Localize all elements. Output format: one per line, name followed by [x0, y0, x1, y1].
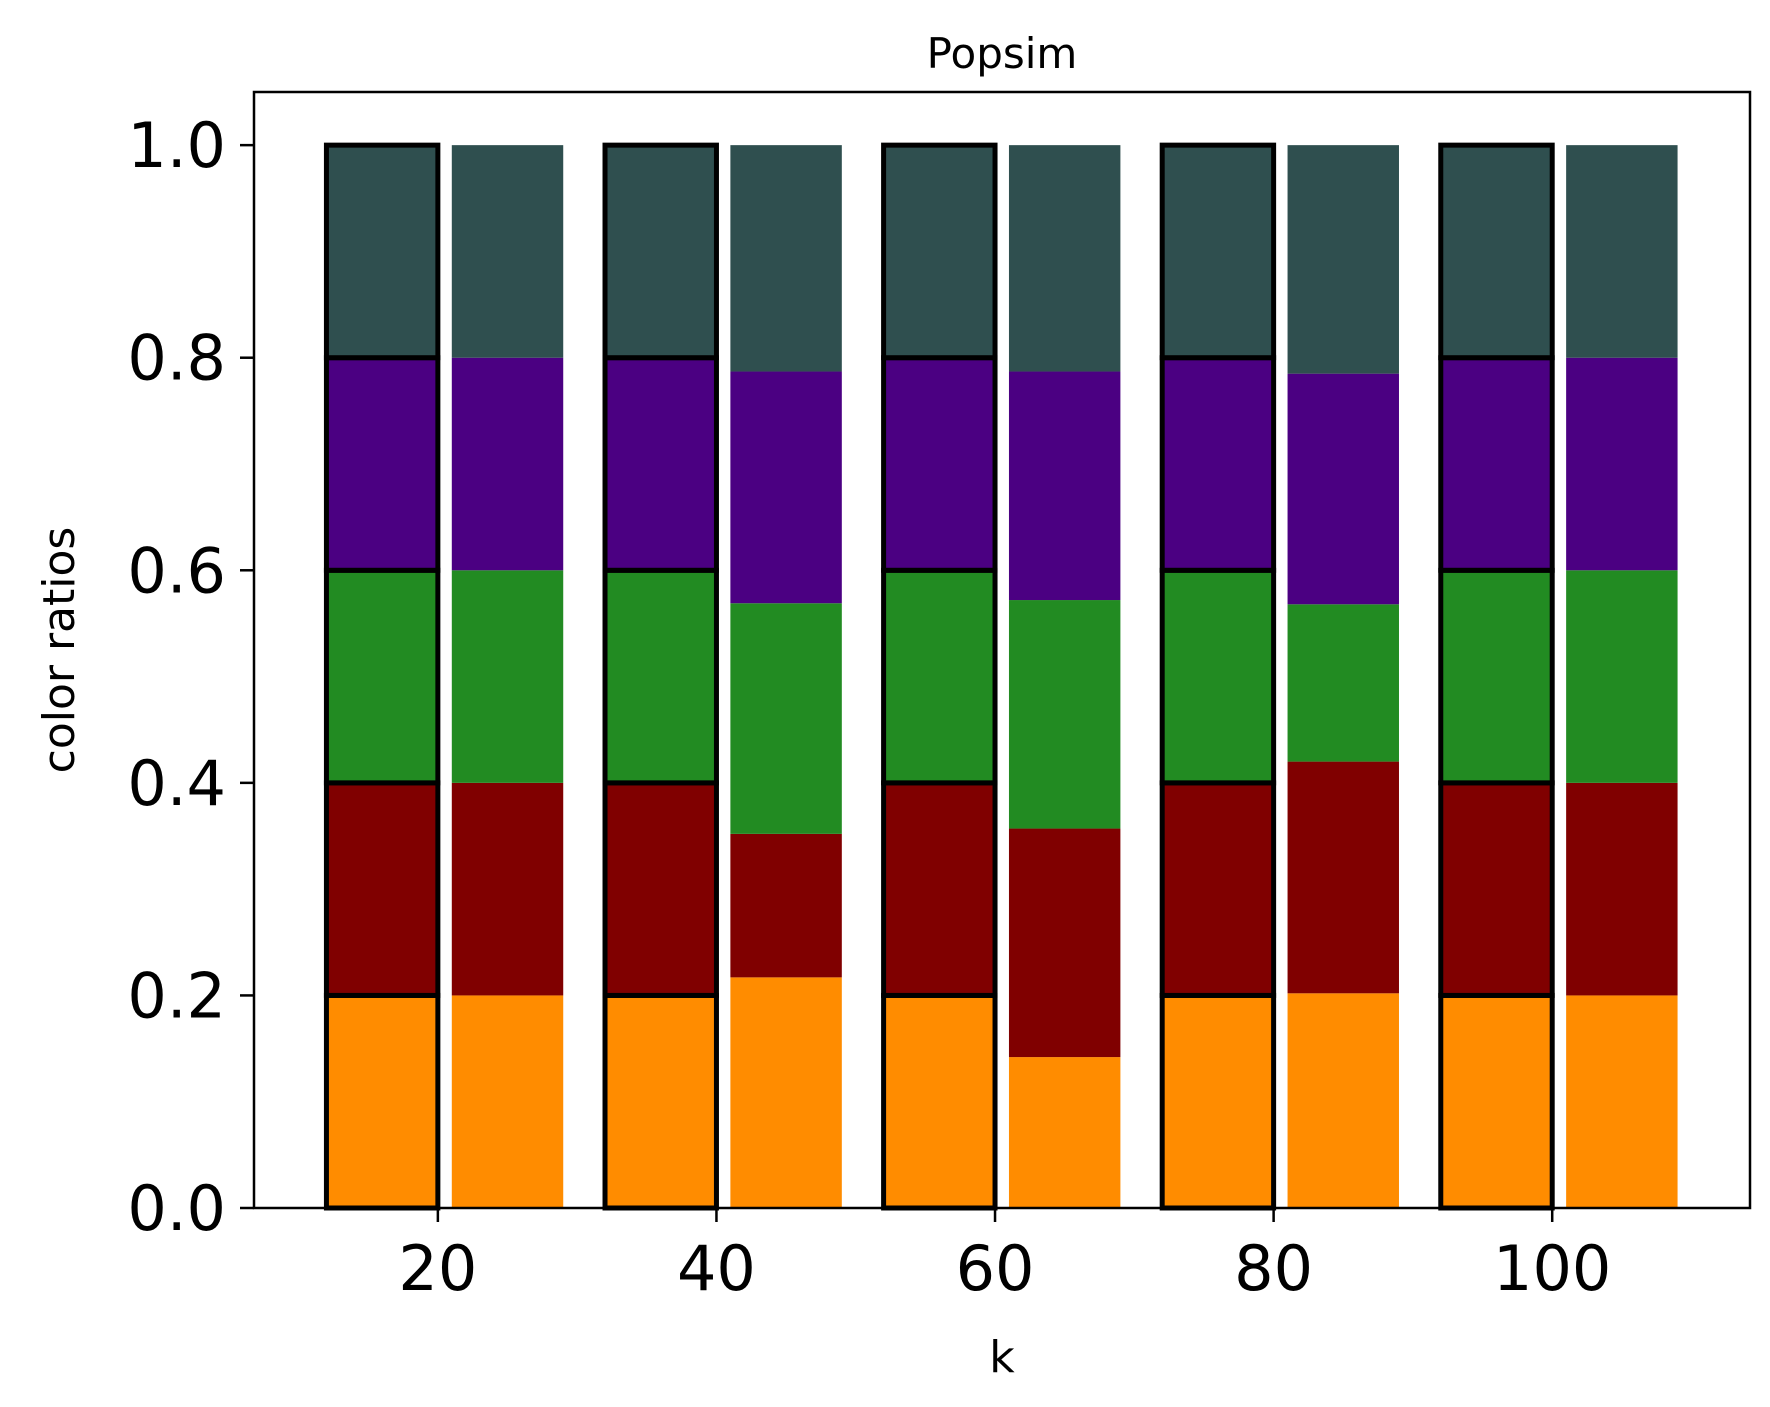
bar-segment-filled-k85-s2	[1287, 761, 1399, 994]
bar-segment-outlined-k76-s2	[1159, 780, 1277, 998]
bar-segment-filled-k85-s4	[1287, 373, 1399, 605]
y-tick-label: 1.0	[127, 109, 226, 182]
x-tick-label: 40	[677, 1232, 756, 1305]
bar-segment-outlined-k76-s1	[1159, 992, 1277, 1211]
bar-segment-outlined-k96-s3	[1438, 567, 1555, 786]
y-tick-label: 0.6	[127, 534, 226, 607]
bar-segment-filled-k65-s4	[1008, 371, 1121, 601]
x-tick-label: 60	[956, 1232, 1035, 1305]
bar-segment-outlined-k76-s4	[1159, 355, 1277, 573]
bar-segment-outlined-k16-s3	[323, 567, 441, 786]
bar-segment-filled-k65-s5	[1008, 145, 1121, 372]
bar-segment-filled-k25-s4	[451, 357, 564, 571]
plot-frame	[252, 90, 1752, 1210]
bar-segment-outlined-k96-s5	[1438, 142, 1555, 361]
bar-segment-outlined-k56-s2	[881, 780, 998, 998]
bar-segment-filled-k65-s1	[1008, 1057, 1121, 1208]
bar-segment-outlined-k36-s1	[602, 992, 719, 1211]
bar-segment-filled-k105-s3	[1566, 570, 1678, 783]
bar-segment-filled-k45-s4	[730, 371, 842, 604]
chart-title: Popsim	[927, 29, 1078, 78]
bar-segment-outlined-k56-s1	[881, 992, 998, 1211]
bar-segment-filled-k105-s4	[1566, 357, 1678, 571]
bar-segment-filled-k65-s3	[1008, 600, 1121, 829]
bar-segment-outlined-k76-s3	[1159, 567, 1277, 786]
x-tick-label: 80	[1234, 1232, 1313, 1305]
bar-segment-outlined-k16-s2	[323, 780, 441, 998]
bar-segment-filled-k25-s1	[451, 995, 564, 1208]
y-tick-label: 0.2	[127, 959, 226, 1032]
bar-segment-filled-k45-s3	[730, 603, 842, 834]
bar-segment-filled-k45-s2	[730, 833, 842, 978]
y-tick-label: 0.4	[127, 747, 226, 820]
y-tick-label: 0.8	[127, 322, 226, 395]
y-axis-label: color ratios	[34, 527, 85, 774]
bar-segment-outlined-k76-s5	[1159, 142, 1277, 361]
bar-segment-outlined-k56-s3	[881, 567, 998, 786]
bar-segment-outlined-k36-s2	[602, 780, 719, 998]
bar-segment-filled-k105-s2	[1566, 782, 1678, 996]
bar-segment-filled-k105-s5	[1566, 145, 1678, 358]
bars-layer	[323, 142, 1678, 1211]
x-tick-label: 20	[398, 1232, 477, 1305]
bar-segment-outlined-k16-s5	[323, 142, 441, 361]
bar-segment-filled-k45-s1	[730, 977, 842, 1208]
ticks-layer: 20 40 60 80 100 0.0 0.2 0.4 0.6 0.8 1.0	[127, 109, 1611, 1305]
bar-segment-outlined-k36-s4	[602, 355, 719, 573]
bar-segment-outlined-k16-s1	[323, 992, 441, 1211]
bar-segment-outlined-k16-s4	[323, 355, 441, 573]
bar-segment-outlined-k96-s4	[1438, 355, 1555, 573]
y-tick-label: 0.0	[127, 1172, 226, 1245]
bar-segment-outlined-k56-s4	[881, 355, 998, 573]
x-axis-label: k	[989, 1332, 1015, 1383]
bar-segment-filled-k65-s2	[1008, 828, 1121, 1058]
bar-segment-outlined-k36-s5	[602, 142, 719, 361]
bar-segment-filled-k45-s5	[730, 145, 842, 372]
bar-segment-outlined-k96-s2	[1438, 780, 1555, 998]
bar-segment-filled-k85-s5	[1287, 145, 1399, 374]
bar-segment-filled-k85-s1	[1287, 993, 1399, 1208]
bar-segment-filled-k25-s3	[451, 570, 564, 783]
x-tick-label: 100	[1493, 1232, 1611, 1305]
bar-segment-filled-k105-s1	[1566, 995, 1678, 1208]
bar-segment-filled-k85-s3	[1287, 604, 1399, 762]
bar-segment-outlined-k96-s1	[1438, 992, 1555, 1211]
bar-segment-outlined-k36-s3	[602, 567, 719, 786]
bar-segment-filled-k25-s2	[451, 782, 564, 996]
bar-segment-outlined-k56-s5	[881, 142, 998, 361]
bar-segment-filled-k25-s5	[451, 145, 564, 358]
